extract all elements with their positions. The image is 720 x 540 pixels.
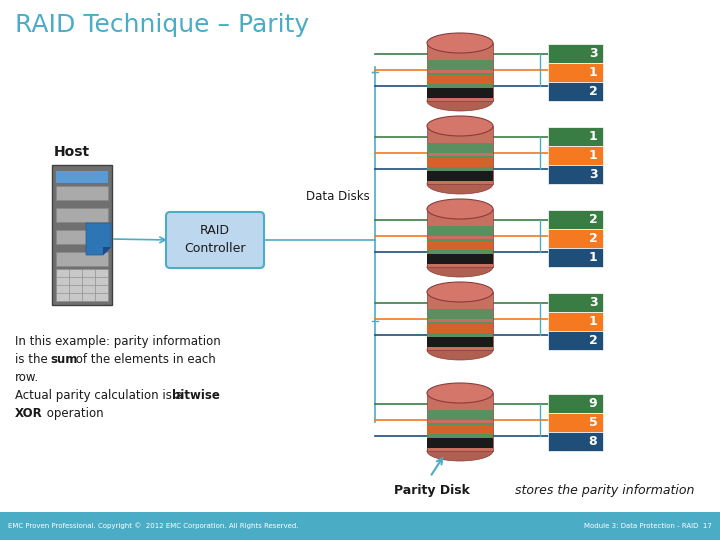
- FancyBboxPatch shape: [427, 322, 493, 332]
- FancyBboxPatch shape: [427, 434, 493, 444]
- Text: 2: 2: [589, 85, 598, 98]
- FancyBboxPatch shape: [548, 82, 603, 101]
- Text: 2: 2: [589, 334, 598, 347]
- Text: Host: Host: [54, 145, 90, 159]
- FancyBboxPatch shape: [548, 127, 603, 146]
- Polygon shape: [86, 223, 111, 255]
- FancyBboxPatch shape: [427, 424, 493, 434]
- FancyBboxPatch shape: [427, 410, 493, 420]
- FancyBboxPatch shape: [56, 230, 108, 244]
- FancyBboxPatch shape: [427, 423, 493, 433]
- FancyBboxPatch shape: [548, 394, 603, 413]
- FancyBboxPatch shape: [548, 312, 603, 331]
- Text: 5: 5: [589, 416, 598, 429]
- Text: of the elements in each: of the elements in each: [72, 353, 216, 366]
- Text: 2: 2: [589, 232, 598, 245]
- FancyBboxPatch shape: [427, 337, 493, 347]
- FancyBboxPatch shape: [427, 209, 493, 267]
- FancyBboxPatch shape: [427, 167, 493, 178]
- FancyBboxPatch shape: [0, 512, 720, 540]
- FancyBboxPatch shape: [52, 165, 112, 305]
- FancyBboxPatch shape: [548, 210, 603, 229]
- FancyBboxPatch shape: [427, 143, 493, 153]
- Ellipse shape: [427, 340, 493, 360]
- FancyBboxPatch shape: [427, 292, 493, 350]
- FancyBboxPatch shape: [56, 208, 108, 222]
- Text: row.: row.: [15, 371, 39, 384]
- Text: 1: 1: [589, 130, 598, 143]
- Ellipse shape: [427, 91, 493, 111]
- Text: RAID Technique – Parity: RAID Technique – Parity: [15, 13, 309, 37]
- Text: RAID
Controller: RAID Controller: [184, 225, 246, 255]
- FancyBboxPatch shape: [548, 229, 603, 248]
- FancyBboxPatch shape: [427, 126, 493, 184]
- Polygon shape: [103, 247, 111, 255]
- Text: 3: 3: [589, 47, 598, 60]
- FancyBboxPatch shape: [427, 73, 493, 83]
- FancyBboxPatch shape: [427, 171, 493, 181]
- Ellipse shape: [427, 174, 493, 194]
- FancyBboxPatch shape: [427, 226, 493, 236]
- FancyBboxPatch shape: [427, 156, 493, 166]
- Text: 9: 9: [589, 397, 598, 410]
- FancyBboxPatch shape: [427, 333, 493, 343]
- FancyBboxPatch shape: [427, 438, 493, 448]
- FancyBboxPatch shape: [548, 44, 603, 63]
- FancyBboxPatch shape: [56, 171, 108, 183]
- FancyBboxPatch shape: [427, 239, 493, 249]
- FancyBboxPatch shape: [427, 43, 493, 101]
- Ellipse shape: [427, 282, 493, 302]
- Text: 1: 1: [589, 315, 598, 328]
- FancyBboxPatch shape: [427, 88, 493, 98]
- Text: Module 3: Data Protection - RAID  17: Module 3: Data Protection - RAID 17: [584, 523, 712, 529]
- FancyBboxPatch shape: [56, 252, 108, 266]
- Ellipse shape: [427, 257, 493, 277]
- FancyBboxPatch shape: [548, 293, 603, 312]
- FancyBboxPatch shape: [548, 146, 603, 165]
- Text: Actual parity calculation is a: Actual parity calculation is a: [15, 389, 186, 402]
- Text: operation: operation: [43, 407, 104, 420]
- Text: 8: 8: [589, 435, 598, 448]
- Ellipse shape: [427, 199, 493, 219]
- Text: sum: sum: [50, 353, 77, 366]
- FancyBboxPatch shape: [427, 84, 493, 94]
- FancyBboxPatch shape: [548, 413, 603, 432]
- Text: 3: 3: [589, 296, 598, 309]
- FancyBboxPatch shape: [427, 254, 493, 264]
- Text: bitwise: bitwise: [172, 389, 220, 402]
- Ellipse shape: [427, 441, 493, 461]
- Text: 2: 2: [589, 213, 598, 226]
- Ellipse shape: [427, 116, 493, 136]
- FancyBboxPatch shape: [548, 248, 603, 267]
- FancyBboxPatch shape: [427, 251, 493, 260]
- Text: stores the parity information: stores the parity information: [515, 484, 694, 497]
- Text: is the: is the: [15, 353, 52, 366]
- FancyBboxPatch shape: [56, 186, 108, 200]
- FancyBboxPatch shape: [548, 331, 603, 350]
- FancyBboxPatch shape: [548, 165, 603, 184]
- Text: Parity Disk: Parity Disk: [394, 484, 470, 497]
- FancyBboxPatch shape: [56, 269, 108, 301]
- FancyBboxPatch shape: [427, 158, 493, 167]
- Text: XOR: XOR: [15, 407, 42, 420]
- FancyBboxPatch shape: [427, 75, 493, 84]
- Text: 1: 1: [589, 66, 598, 79]
- FancyBboxPatch shape: [548, 432, 603, 451]
- Text: 3: 3: [589, 168, 598, 181]
- Text: Data Disks: Data Disks: [306, 190, 370, 203]
- Text: In this example: parity information: In this example: parity information: [15, 335, 221, 348]
- FancyBboxPatch shape: [548, 63, 603, 82]
- FancyBboxPatch shape: [427, 60, 493, 70]
- FancyBboxPatch shape: [427, 393, 493, 451]
- FancyBboxPatch shape: [427, 241, 493, 249]
- FancyBboxPatch shape: [427, 323, 493, 333]
- Text: 1: 1: [589, 251, 598, 264]
- FancyBboxPatch shape: [427, 309, 493, 319]
- FancyBboxPatch shape: [166, 212, 264, 268]
- Text: EMC Proven Professional. Copyright ©  2012 EMC Corporation. All Rights Reserved.: EMC Proven Professional. Copyright © 201…: [8, 523, 299, 529]
- Ellipse shape: [427, 383, 493, 403]
- Ellipse shape: [427, 33, 493, 53]
- Text: 1: 1: [589, 149, 598, 162]
